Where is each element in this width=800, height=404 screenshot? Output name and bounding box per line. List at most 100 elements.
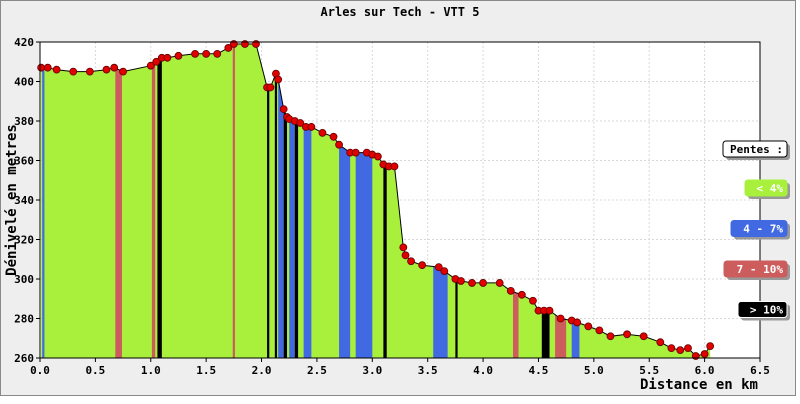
slope-band (151, 44, 156, 358)
data-point (440, 267, 449, 276)
legend-item-box (744, 179, 788, 197)
y-tick-label: 280 (14, 313, 34, 326)
data-point (517, 290, 526, 299)
data-point (213, 49, 222, 58)
x-tick-label: 1.5 (196, 364, 216, 377)
data-point (202, 49, 211, 58)
data-point (457, 277, 465, 285)
data-point (119, 67, 127, 76)
data-point (152, 57, 161, 66)
slope-band (303, 44, 312, 358)
slope-band (115, 44, 122, 358)
data-point (69, 67, 78, 76)
slope-band (157, 44, 162, 358)
data-point (390, 162, 399, 171)
x-tick-label: 1.0 (141, 364, 161, 377)
y-tick-label: 380 (14, 115, 34, 128)
data-point (85, 67, 94, 76)
data-point (468, 279, 476, 287)
x-tick-label: 2.5 (307, 364, 327, 377)
data-point (274, 75, 283, 84)
x-tick-label: 6.5 (750, 364, 770, 377)
y-axis-label: Dénivelé en metres (4, 124, 20, 276)
data-point (43, 63, 52, 72)
x-tick-label: 3.0 (362, 364, 382, 377)
data-point (595, 326, 604, 335)
data-point (146, 61, 155, 70)
legend-title-box (722, 140, 788, 158)
x-tick-label: 6.0 (695, 364, 715, 377)
data-point (639, 332, 648, 341)
data-point (479, 279, 487, 287)
slope-band (232, 44, 235, 358)
y-tick-label: 260 (14, 352, 34, 365)
y-tick-label: 400 (14, 76, 34, 89)
data-point (545, 306, 554, 315)
plot-border (39, 41, 761, 359)
data-point (495, 279, 504, 287)
y-tick-label: 340 (14, 194, 34, 207)
slope-band (294, 44, 299, 358)
data-point (676, 346, 685, 355)
data-point (110, 63, 119, 72)
legend-item-box (730, 220, 788, 237)
y-tick-label: 420 (14, 36, 34, 49)
data-point (606, 332, 615, 341)
data-point (224, 44, 233, 52)
legend-item-box (737, 301, 788, 318)
x-tick-label: 4.0 (473, 364, 493, 377)
legend-item: > 10% (750, 304, 783, 317)
data-point (706, 342, 715, 351)
legend-item: 4 - 7% (743, 223, 783, 236)
data-point (656, 338, 665, 347)
y-tick-label: 320 (14, 234, 34, 247)
legend-item: < 4% (757, 182, 784, 195)
data-point (506, 286, 515, 295)
slope-band (278, 44, 284, 358)
slope-band (283, 44, 288, 358)
legend-item: 7 - 10% (737, 263, 784, 276)
x-tick-label: 4.5 (529, 364, 549, 377)
legend-title: Pentes : (730, 143, 783, 156)
area-fill (41, 44, 711, 358)
data-point (373, 152, 382, 161)
data-point (191, 49, 199, 58)
data-point (434, 263, 443, 272)
data-point (102, 65, 111, 74)
data-point (407, 257, 415, 266)
data-point (399, 243, 408, 252)
slope-band (267, 44, 270, 358)
data-point (266, 83, 275, 92)
data-point (37, 63, 46, 72)
slope-band (274, 44, 278, 358)
data-point (584, 322, 593, 331)
x-tick-label: 5.0 (584, 364, 604, 377)
data-point (329, 132, 338, 141)
x-tick-label: 0.0 (30, 364, 50, 377)
legend-item-box (723, 260, 788, 278)
data-point (318, 128, 327, 137)
y-tick-label: 360 (14, 155, 34, 168)
y-tick-label: 300 (14, 273, 34, 286)
chart-title: Arles sur Tech - VTT 5 (321, 5, 480, 19)
slope-band (339, 44, 351, 358)
x-tick-label: 0.5 (85, 364, 105, 377)
x-axis-label: Distance en km (640, 377, 758, 393)
data-point (52, 65, 61, 74)
data-point (351, 148, 360, 157)
data-point (163, 53, 172, 62)
data-point (296, 119, 305, 127)
data-point (623, 330, 631, 339)
data-point (700, 350, 709, 358)
slope-band (383, 44, 387, 358)
x-tick-label: 5.5 (639, 364, 659, 377)
data-point (573, 318, 582, 327)
slope-band (289, 44, 295, 358)
data-point (529, 296, 537, 305)
data-point (556, 314, 565, 323)
data-point (307, 123, 316, 131)
x-tick-label: 3.5 (418, 364, 438, 377)
x-tick-label: 2.0 (252, 364, 272, 377)
